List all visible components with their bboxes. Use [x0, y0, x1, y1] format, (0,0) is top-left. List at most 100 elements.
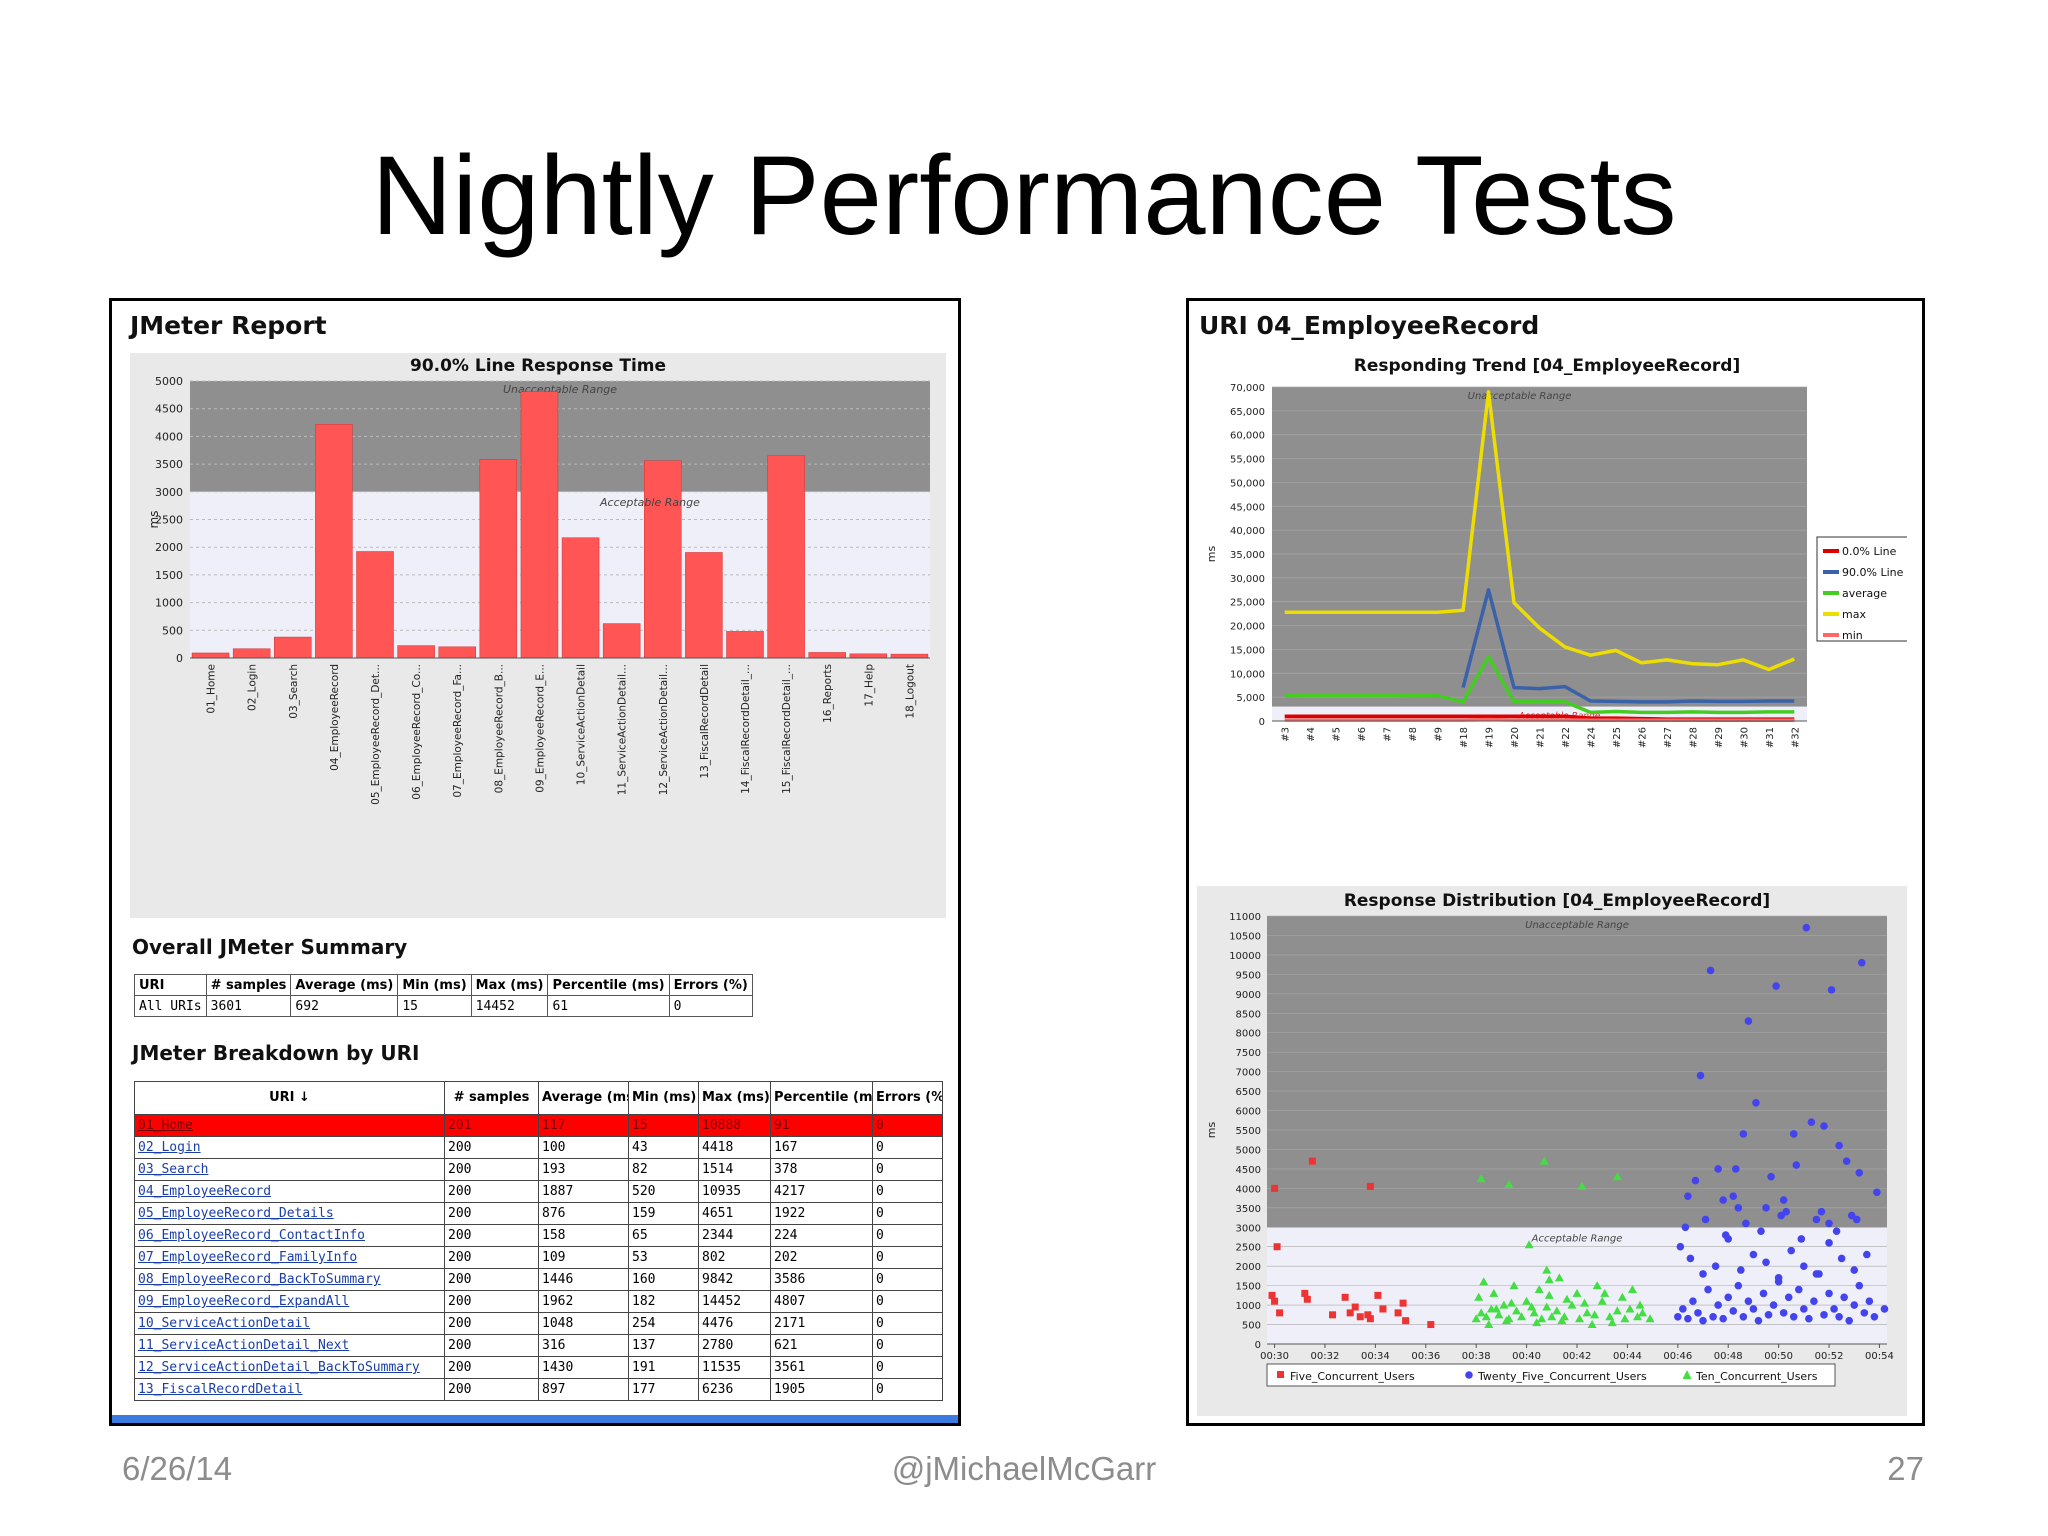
point-ten-concurrent-users — [1476, 1308, 1486, 1317]
breakdown-row: 10_ServiceActionDetail 200 1048 254 4476 2171… — [134, 1312, 943, 1335]
uri-link-07-employeerecord-familyinfo[interactable]: 07_EmployeeRecord_FamilyInfo — [138, 1250, 358, 1265]
y-tick-label: 15,000 — [1230, 645, 1265, 656]
legend-box — [1266, 1363, 1836, 1387]
point-twenty-five-concurrent-users — [1676, 1242, 1685, 1251]
breakdown-cell: 378 — [770, 1158, 873, 1181]
x-tick-label: 11_ServiceActionDetail... — [617, 664, 629, 795]
point-twenty-five-concurrent-users — [1762, 1258, 1770, 1267]
uri-link-03-search[interactable]: 03_Search — [138, 1162, 209, 1177]
point-five-concurrent-users — [1308, 1157, 1316, 1165]
acceptable-label: Acceptable Range — [599, 496, 700, 509]
bar-15-fiscalrecorddetail — [767, 455, 805, 659]
x-tick-label: 00:38 — [1462, 1351, 1491, 1362]
window-edge-bar — [112, 1415, 958, 1423]
uri-link-11-serviceactiondetail-next[interactable]: 11_ServiceActionDetail_Next — [138, 1338, 350, 1353]
point-ten-concurrent-users — [1522, 1296, 1532, 1305]
breakdown-cell: 1905 — [770, 1378, 873, 1401]
point-twenty-five-concurrent-users — [1800, 1262, 1808, 1270]
x-tick-label: #6 — [1357, 727, 1368, 742]
breakdown-cell: 53 — [628, 1246, 699, 1269]
x-tick-label: #4 — [1306, 727, 1317, 742]
bar-05-employeerecord-det — [356, 551, 394, 659]
x-tick-label: #30 — [1739, 727, 1750, 748]
point-five-concurrent-users — [1329, 1311, 1337, 1319]
uri-link-05-employeerecord-details[interactable]: 05_EmployeeRecord_Details — [138, 1206, 334, 1221]
breakdown-cell: 4476 — [698, 1312, 771, 1335]
x-tick-label: #25 — [1612, 727, 1623, 748]
breakdown-cell: 193 — [538, 1158, 629, 1181]
breakdown-cell: 1514 — [698, 1158, 771, 1181]
point-ten-concurrent-users — [1517, 1312, 1527, 1321]
y-tick-label: 2500 — [1236, 1243, 1261, 1254]
breakdown-cell: 0 — [872, 1268, 943, 1291]
summary-row: All URIs 3601 692 15 14452 61 0 — [134, 995, 753, 1017]
bar-03-search — [274, 636, 312, 659]
bar-17-help — [849, 653, 888, 659]
legend-swatch-five-concurrent-users — [1277, 1371, 1284, 1378]
y-tick-label: 11000 — [1229, 912, 1261, 923]
point-ten-concurrent-users — [1491, 1304, 1501, 1313]
x-tick-label: #18 — [1459, 727, 1470, 748]
uri-detail-panel: URI 04_EmployeeRecord Responding Trend [… — [1186, 298, 1925, 1426]
y-tick-label: 0 — [1259, 717, 1265, 728]
point-five-concurrent-users — [1356, 1313, 1364, 1321]
breakdown-cell: 10888 — [698, 1114, 771, 1137]
y-tick-label: 9500 — [1236, 970, 1261, 981]
uri-link-09-employeerecord-expandall[interactable]: 09_EmployeeRecord_ExpandAll — [138, 1294, 350, 1309]
point-twenty-five-concurrent-users — [1691, 1176, 1700, 1185]
summary-header-average-ms: Average (ms) — [290, 974, 399, 996]
response-distribution-scatter-chart: Response Distribution [04_EmployeeRecord… — [1205, 891, 1894, 1387]
point-ten-concurrent-users — [1544, 1275, 1554, 1284]
uri-link-12-serviceactiondetail-backtosummary[interactable]: 12_ServiceActionDetail_BackToSummary — [138, 1360, 420, 1375]
point-ten-concurrent-users — [1542, 1265, 1552, 1274]
jmeter-report-title: JMeter Report — [130, 311, 327, 340]
y-tick-label: 0 — [176, 652, 183, 665]
uri-link-10-serviceactiondetail[interactable]: 10_ServiceActionDetail — [138, 1316, 311, 1331]
point-twenty-five-concurrent-users — [1742, 1219, 1750, 1228]
x-tick-label: #27 — [1663, 727, 1674, 748]
slide-title: Nightly Performance Tests — [371, 133, 1677, 258]
point-twenty-five-concurrent-users — [1850, 1266, 1859, 1274]
scatter-chart-title: Response Distribution [04_EmployeeRecord… — [1344, 891, 1770, 911]
point-twenty-five-concurrent-users — [1855, 1281, 1864, 1290]
breakdown-cell: 621 — [770, 1334, 873, 1357]
breakdown-cell: 200 — [444, 1224, 539, 1247]
uri-link-02-login[interactable]: 02_Login — [138, 1140, 201, 1155]
point-twenty-five-concurrent-users — [1789, 1312, 1798, 1321]
point-twenty-five-concurrent-users — [1724, 1293, 1733, 1302]
y-tick-label: 7500 — [1236, 1048, 1261, 1059]
breakdown-header-uri[interactable]: URI ↓ — [134, 1081, 445, 1115]
x-tick-label: #9 — [1434, 727, 1445, 742]
series-line-average — [1284, 654, 1795, 715]
breakdown-cell: 201 — [444, 1114, 539, 1137]
uri-link-08-employeerecord-backtosummary[interactable]: 08_EmployeeRecord_BackToSummary — [138, 1272, 381, 1287]
breakdown-row: 03_Search 200 193 82 1514 378 0 — [134, 1158, 943, 1181]
point-twenty-five-concurrent-users — [1759, 1289, 1768, 1298]
y-tick-label: 3500 — [1236, 1204, 1261, 1215]
point-twenty-five-concurrent-users — [1704, 1285, 1712, 1294]
x-tick-label: #28 — [1688, 727, 1699, 748]
y-tick-label: 5000 — [1236, 1145, 1261, 1156]
breakdown-cell: 4418 — [698, 1136, 771, 1159]
y-tick-label: 65,000 — [1230, 407, 1265, 418]
point-five-concurrent-users — [1364, 1311, 1372, 1319]
breakdown-cell: 100 — [538, 1136, 629, 1159]
uri-link-04-employeerecord[interactable]: 04_EmployeeRecord — [138, 1184, 272, 1199]
bar-02-login — [232, 648, 271, 659]
uri-link-13-fiscalrecorddetail[interactable]: 13_FiscalRecordDetail — [138, 1382, 303, 1397]
point-ten-concurrent-users — [1527, 1302, 1537, 1311]
point-twenty-five-concurrent-users — [1855, 1169, 1864, 1177]
point-twenty-five-concurrent-users — [1714, 1165, 1722, 1173]
summary-header-max-ms: Max (ms) — [470, 974, 549, 996]
x-tick-label: 07_EmployeeRecord_Fa... — [452, 664, 464, 798]
point-twenty-five-concurrent-users — [1774, 1274, 1783, 1282]
uri-link-01-home[interactable]: 01_Home — [138, 1118, 193, 1133]
breakdown-uri-cell: 10_ServiceActionDetail — [134, 1312, 445, 1335]
y-tick-label: 8500 — [1236, 1009, 1261, 1020]
breakdown-cell: 1922 — [770, 1202, 873, 1225]
uri-link-06-employeerecord-contactinfo[interactable]: 06_EmployeeRecord_ContactInfo — [138, 1228, 365, 1243]
point-five-concurrent-users — [1346, 1309, 1354, 1317]
breakdown-cell: 0 — [872, 1136, 943, 1159]
breakdown-uri-cell: 02_Login — [134, 1136, 445, 1159]
point-twenty-five-concurrent-users — [1689, 1297, 1697, 1305]
